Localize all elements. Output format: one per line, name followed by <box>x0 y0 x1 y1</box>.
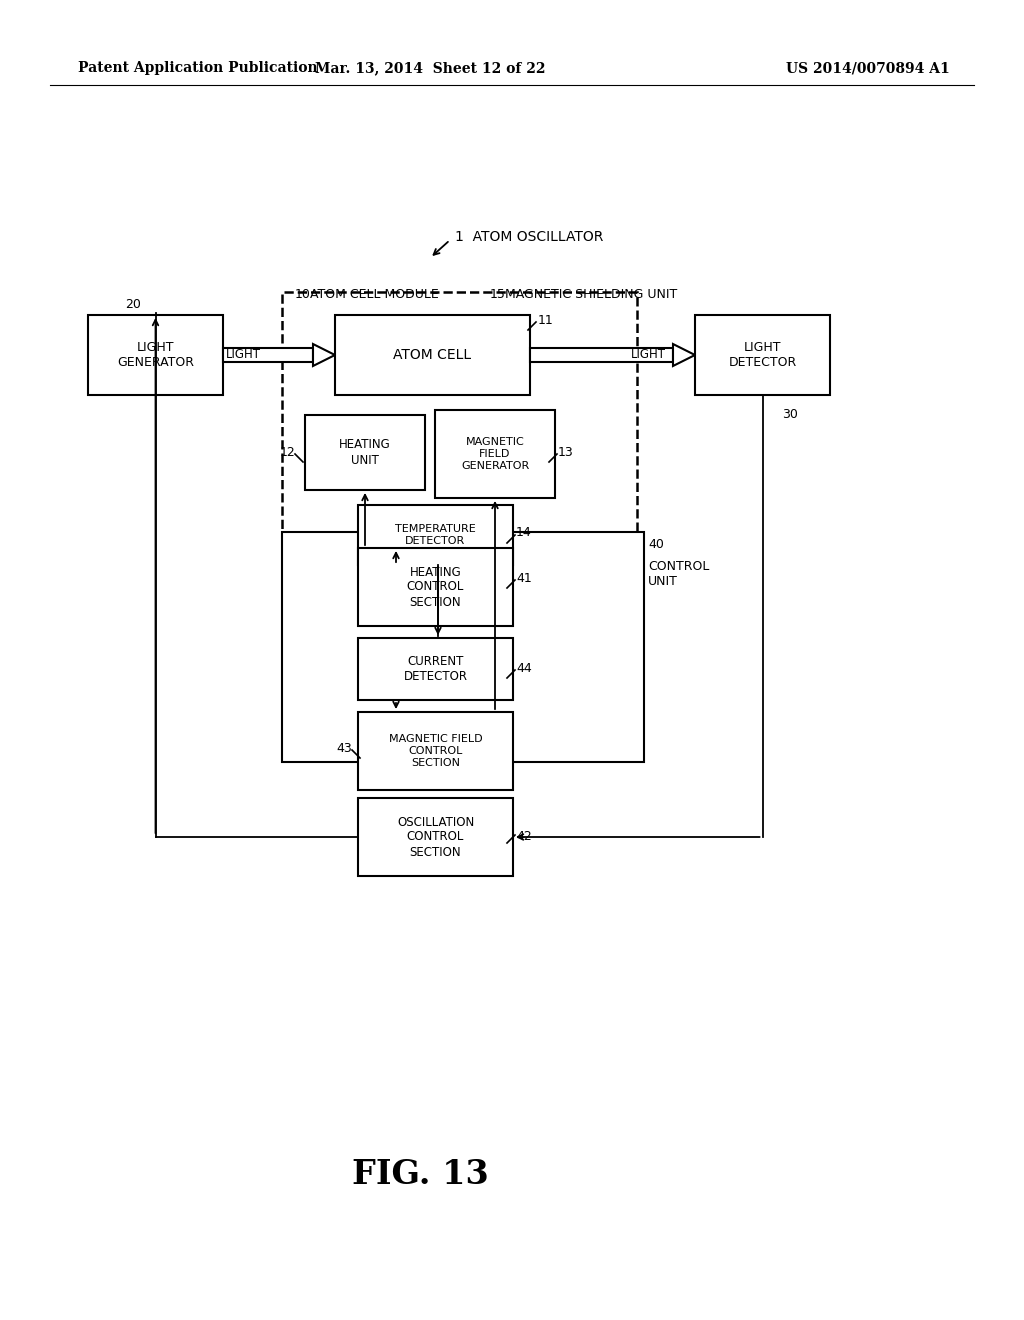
Bar <box>88 315 223 395</box>
Text: 44: 44 <box>516 661 531 675</box>
Bar <box>282 532 644 762</box>
Text: 20: 20 <box>126 298 141 312</box>
Bar <box>695 315 830 395</box>
Text: MAGNETIC
FIELD
GENERATOR: MAGNETIC FIELD GENERATOR <box>461 437 529 471</box>
Text: 14: 14 <box>516 527 531 540</box>
Polygon shape <box>313 345 335 366</box>
Text: 41: 41 <box>516 572 531 585</box>
Bar <box>358 506 513 565</box>
Text: 30: 30 <box>782 408 799 421</box>
Text: 11: 11 <box>538 314 554 326</box>
Bar <box>282 292 637 535</box>
Text: CURRENT
DETECTOR: CURRENT DETECTOR <box>403 655 468 682</box>
Text: Mar. 13, 2014  Sheet 12 of 22: Mar. 13, 2014 Sheet 12 of 22 <box>314 61 545 75</box>
Polygon shape <box>673 345 695 366</box>
Text: TEMPERATURE
DETECTOR: TEMPERATURE DETECTOR <box>395 524 476 545</box>
Text: LIGHT
GENERATOR: LIGHT GENERATOR <box>117 341 194 370</box>
Text: FIG. 13: FIG. 13 <box>351 1159 488 1192</box>
Bar <box>305 414 425 490</box>
Text: HEATING
UNIT: HEATING UNIT <box>339 438 391 466</box>
Text: MAGNETIC SHIELDING UNIT: MAGNETIC SHIELDING UNIT <box>505 289 677 301</box>
Bar <box>358 799 513 876</box>
Text: 42: 42 <box>516 830 531 843</box>
Text: CONTROL
UNIT: CONTROL UNIT <box>648 560 710 587</box>
Text: 15: 15 <box>490 289 506 301</box>
Bar <box>335 315 530 395</box>
Bar <box>358 548 513 626</box>
Text: ATOM CELL: ATOM CELL <box>393 348 472 362</box>
Text: LIGHT: LIGHT <box>225 348 260 362</box>
Text: LIGHT
DETECTOR: LIGHT DETECTOR <box>728 341 797 370</box>
Bar <box>223 348 313 362</box>
Bar <box>358 711 513 789</box>
Bar <box>435 411 555 498</box>
Text: 13: 13 <box>558 446 573 458</box>
Text: US 2014/0070894 A1: US 2014/0070894 A1 <box>786 61 950 75</box>
Text: 12: 12 <box>280 446 295 458</box>
Text: HEATING
CONTROL
SECTION: HEATING CONTROL SECTION <box>407 565 464 609</box>
Text: MAGNETIC FIELD
CONTROL
SECTION: MAGNETIC FIELD CONTROL SECTION <box>389 734 482 768</box>
Text: ATOM CELL MODULE: ATOM CELL MODULE <box>310 289 438 301</box>
Bar <box>530 348 673 362</box>
Text: Patent Application Publication: Patent Application Publication <box>78 61 317 75</box>
Text: OSCILLATION
CONTROL
SECTION: OSCILLATION CONTROL SECTION <box>397 816 474 858</box>
Text: 1  ATOM OSCILLATOR: 1 ATOM OSCILLATOR <box>455 230 603 244</box>
Text: LIGHT: LIGHT <box>631 348 666 362</box>
Text: 40: 40 <box>648 539 664 552</box>
Bar <box>358 638 513 700</box>
Text: 43: 43 <box>336 742 352 755</box>
Text: 10: 10 <box>295 289 311 301</box>
